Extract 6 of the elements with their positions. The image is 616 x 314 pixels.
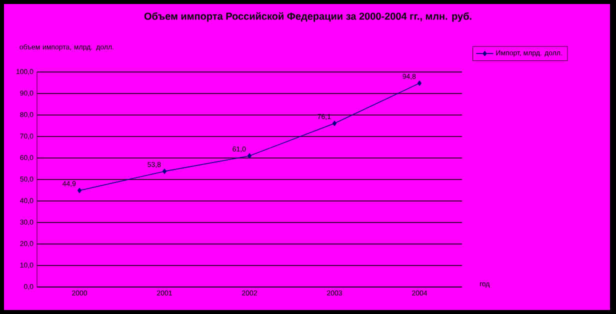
point [247,153,252,158]
chart-title: Объем импорта Российской Федерации за 2000-2004 гг., млн. руб. [144,12,472,22]
point [77,188,82,194]
point [162,168,167,174]
point [417,80,422,86]
point [332,120,337,126]
